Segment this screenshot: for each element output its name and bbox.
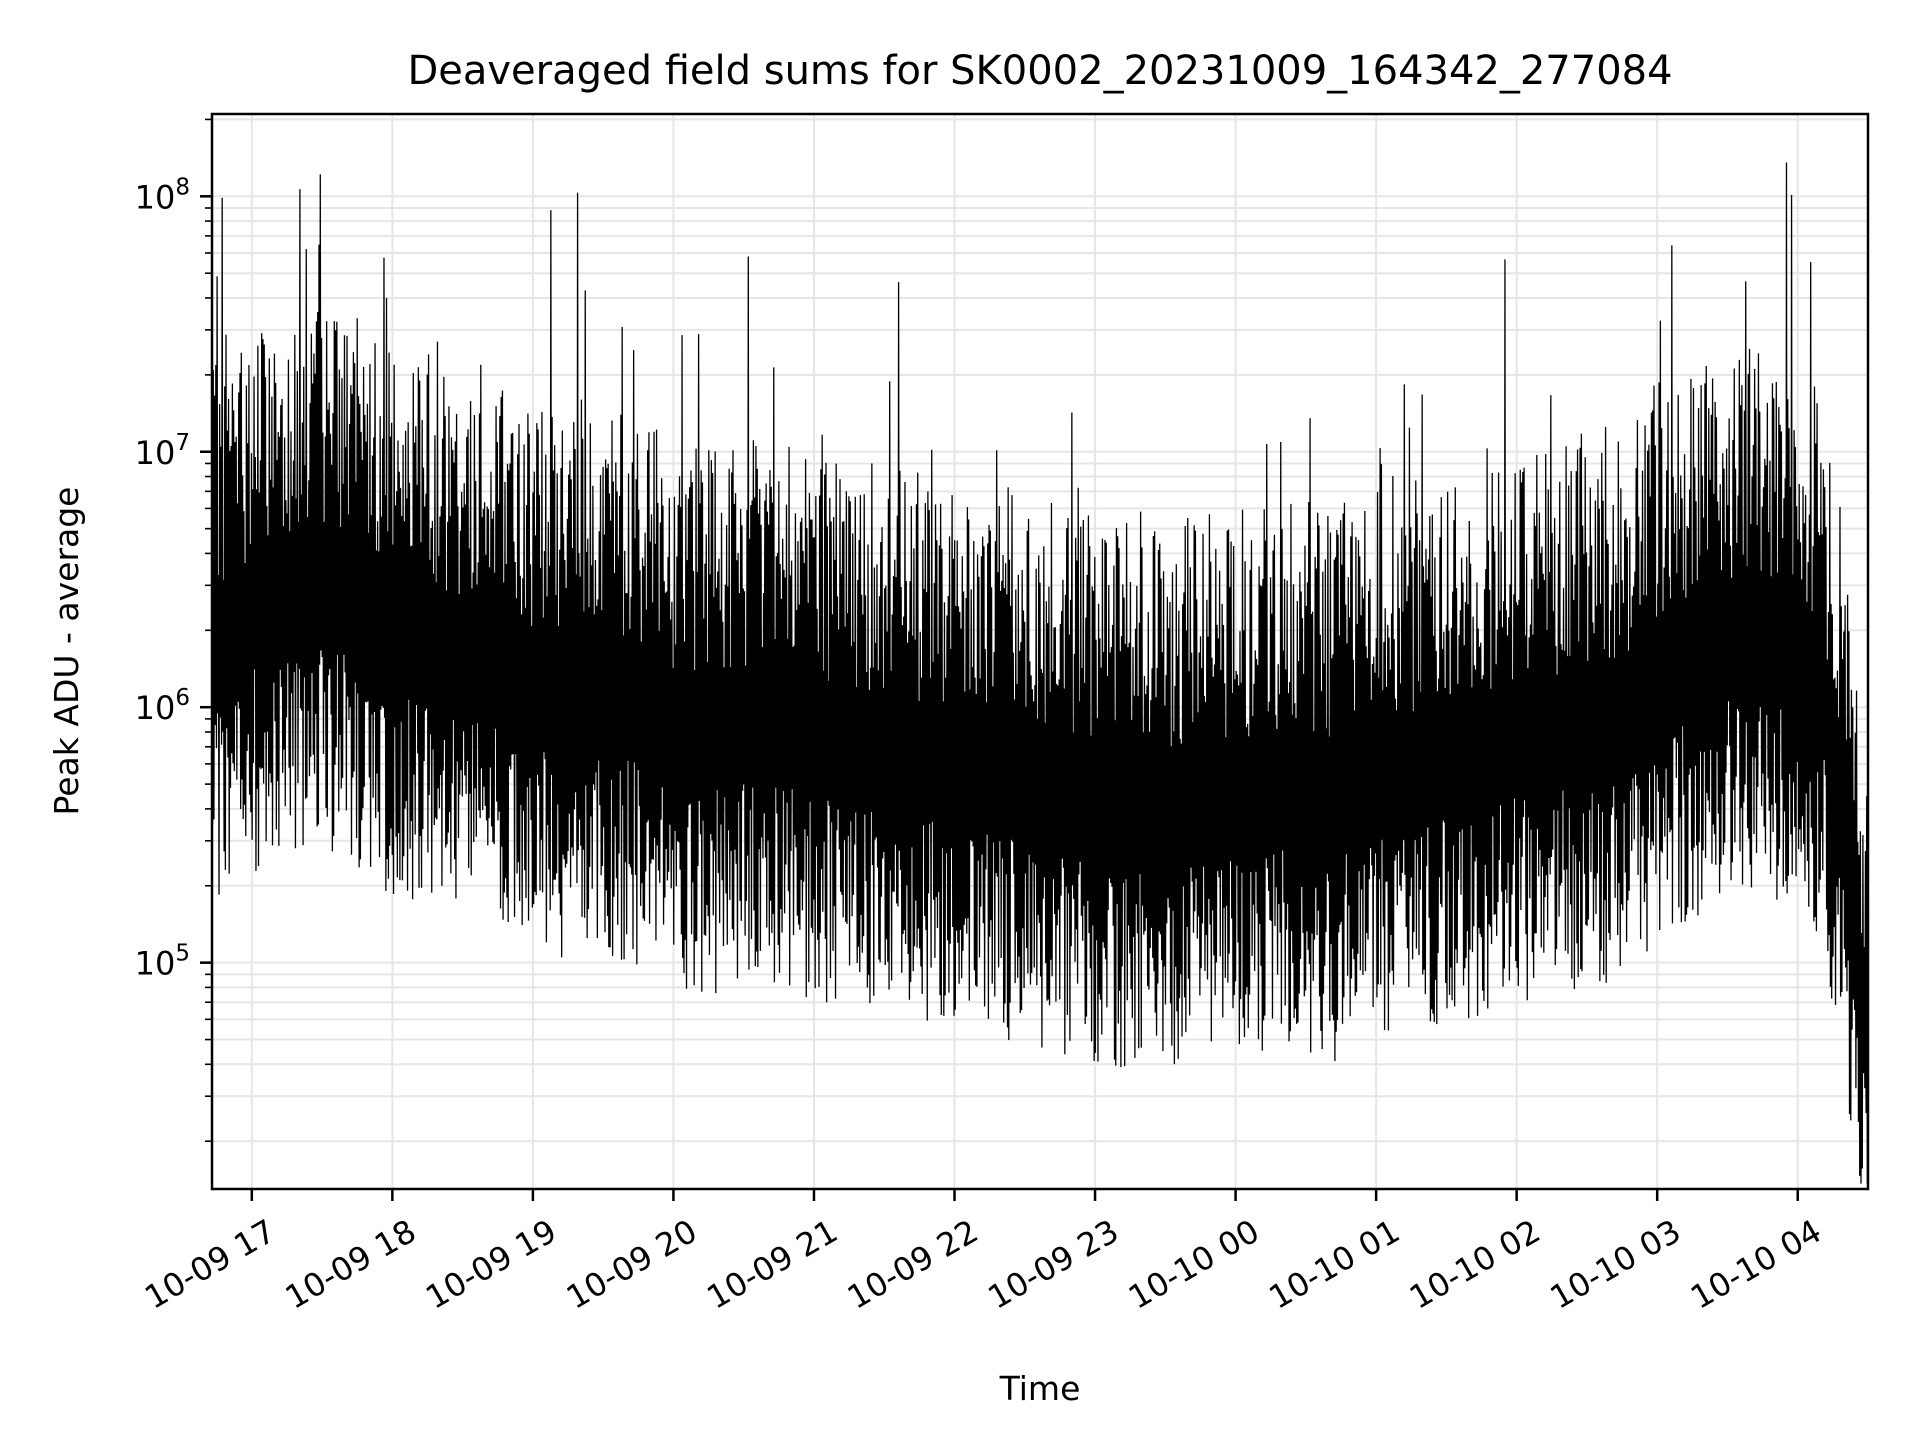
data-series (211, 162, 1869, 1184)
y-tick-base: 10 (135, 945, 176, 983)
y-tick-label: 105 (135, 941, 190, 983)
x-axis-label: Time (999, 1369, 1081, 1408)
axis-ticks (200, 118, 1799, 1201)
y-tick-exponent: 8 (175, 174, 190, 200)
y-tick-label: 106 (135, 685, 190, 727)
y-axis-label: Peak ADU - average (47, 487, 86, 816)
y-tick-base: 10 (135, 434, 176, 472)
y-tick-exponent: 7 (175, 430, 190, 456)
chart-title: Deaveraged field sums for SK0002_2023100… (407, 48, 1672, 94)
y-tick-base: 10 (135, 689, 176, 727)
plot-frame (210, 112, 1870, 1191)
y-tick-base: 10 (135, 178, 176, 216)
y-tick-exponent: 6 (175, 685, 190, 711)
y-tick-exponent: 5 (175, 941, 190, 967)
y-tick-label: 108 (135, 174, 190, 216)
series-line (211, 162, 1869, 1184)
y-tick-label: 107 (135, 430, 190, 472)
